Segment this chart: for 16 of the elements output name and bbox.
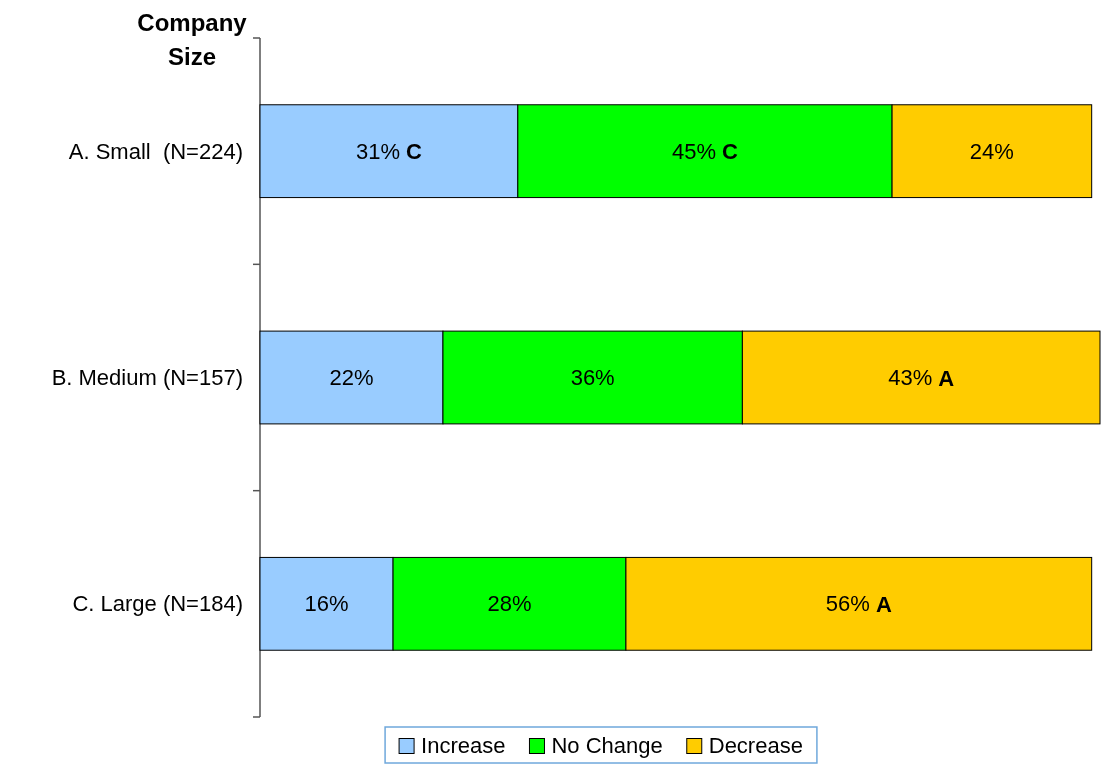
legend-label: Increase	[421, 732, 506, 758]
data-label: 36%	[570, 365, 615, 390]
data-label: 45% C	[671, 138, 739, 164]
y-tick-label: C. Large (N=184)	[72, 591, 243, 617]
legend-label: No Change	[551, 732, 663, 758]
legend-label: Decrease	[708, 732, 803, 758]
y-axis-title: Company Size	[137, 8, 248, 70]
y-tick-label: B. Medium (N=157)	[51, 365, 243, 390]
data-label: 16%	[304, 591, 349, 617]
data-label: 28%	[487, 591, 532, 617]
data-label: 43% A	[888, 365, 955, 390]
data-label: 22%	[329, 365, 374, 390]
y-tick-label: A. Small (N=224)	[68, 138, 243, 164]
data-label: 56% A	[825, 591, 892, 617]
data-label: 31% C	[355, 138, 422, 164]
data-label: 24%	[969, 138, 1014, 164]
